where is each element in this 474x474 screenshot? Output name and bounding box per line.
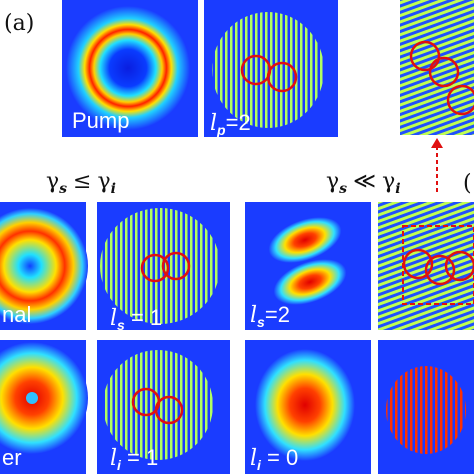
image-label: lp=2 xyxy=(210,110,251,138)
text: = 1 xyxy=(121,445,158,470)
subscript: s xyxy=(339,181,347,197)
image-label: er xyxy=(2,445,22,470)
text: = 1 xyxy=(125,305,162,330)
image-label: ls = 1 xyxy=(110,305,162,333)
image-label: nal xyxy=(2,302,31,327)
symbol: γ xyxy=(326,169,339,194)
subscript: i xyxy=(117,457,122,473)
subscript: p xyxy=(216,122,226,138)
subscript: s xyxy=(59,181,67,197)
text: =2 xyxy=(265,302,290,327)
image-label: Pump xyxy=(72,108,129,133)
image-label: li = 0 xyxy=(250,445,298,473)
side-label: ( xyxy=(463,171,472,196)
subscript: i xyxy=(111,181,116,197)
relation: ≪ xyxy=(353,169,376,194)
condition-right: γs ≪ γi xyxy=(326,169,401,197)
subscript: i xyxy=(257,457,262,473)
symbol: γ xyxy=(97,169,110,194)
condition-left: γs ≤ γi xyxy=(46,169,116,197)
symbol: l xyxy=(250,446,257,471)
subscript: i xyxy=(395,181,400,197)
labels: lp=2ls = 1 ls=2li = 1 li = 0 xyxy=(110,110,298,473)
text: = 0 xyxy=(261,445,298,470)
panel-label: (a) xyxy=(4,11,34,36)
image-label: li = 1 xyxy=(110,445,158,473)
symbol: l xyxy=(250,303,257,328)
symbol: l xyxy=(110,306,117,331)
symbol: l xyxy=(210,111,217,136)
subscript: s xyxy=(257,314,265,330)
symbol: l xyxy=(110,446,117,471)
subscript: s xyxy=(117,317,125,333)
symbol: γ xyxy=(382,169,395,194)
relation: ≤ xyxy=(73,169,91,194)
text: =2 xyxy=(226,110,251,135)
image-label: ls=2 xyxy=(250,302,290,330)
symbol: γ xyxy=(46,169,59,194)
